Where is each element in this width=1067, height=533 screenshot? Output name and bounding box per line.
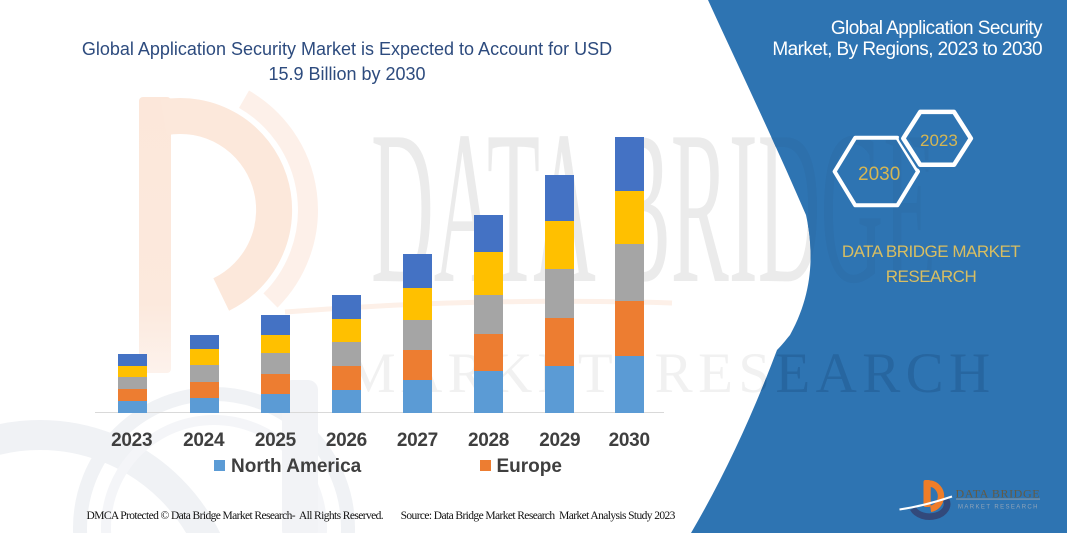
svg-text:DATA BRIDGE: DATA BRIDGE — [956, 487, 1041, 501]
svg-text:DATA BRIDGE: DATA BRIDGE — [371, 86, 936, 329]
svg-text:MARKET RESEARCH: MARKET RESEARCH — [958, 505, 1039, 511]
svg-text:MARKET RESEARCH: MARKET RESEARCH — [345, 342, 996, 405]
